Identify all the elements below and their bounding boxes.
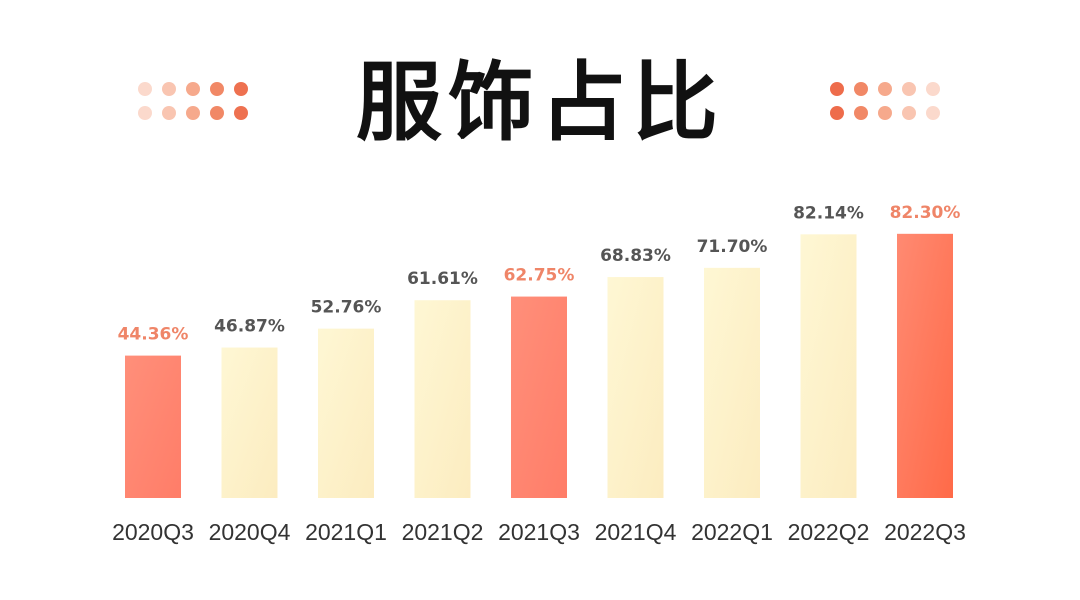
bar-2020Q4 — [221, 347, 278, 498]
x-tick-label-2020Q3: 2020Q3 — [112, 519, 194, 545]
data-label-2022Q2: 82.14% — [793, 203, 864, 223]
decorative-dot-right-1-0 — [830, 106, 844, 120]
decorative-dot-left-0-3 — [210, 82, 224, 96]
decorative-dot-right-1-1 — [854, 106, 868, 120]
x-tick-label-2022Q1: 2022Q1 — [691, 519, 773, 545]
x-tick-label-2021Q2: 2021Q2 — [402, 519, 484, 545]
data-label-2021Q1: 52.76% — [311, 298, 382, 318]
x-tick-label-2021Q4: 2021Q4 — [595, 519, 677, 545]
decorative-dot-left-0-1 — [162, 82, 176, 96]
bar-2021Q2 — [414, 300, 471, 498]
bar-2020Q3 — [125, 355, 181, 498]
decorative-dot-right-0-3 — [902, 82, 916, 96]
decorative-dot-left-0-4 — [234, 82, 248, 96]
data-label-2021Q2: 61.61% — [407, 269, 478, 289]
decorative-dot-right-0-0 — [830, 82, 844, 96]
bar-2022Q2 — [800, 234, 857, 498]
decorative-dot-left-1-1 — [162, 106, 176, 120]
data-label-2022Q3: 82.30% — [890, 203, 961, 223]
decorative-dot-right-1-2 — [878, 106, 892, 120]
x-tick-label-2020Q4: 2020Q4 — [209, 519, 291, 545]
decorative-dots-left — [138, 82, 250, 122]
chart-title: 服饰占比 — [356, 53, 724, 153]
bar-2021Q3 — [511, 296, 567, 498]
data-label-2021Q3: 62.75% — [504, 266, 575, 286]
decorative-dot-right-0-4 — [926, 82, 940, 96]
decorative-dot-left-0-2 — [186, 82, 200, 96]
decorative-dot-left-1-0 — [138, 106, 152, 120]
decorative-dot-left-1-3 — [210, 106, 224, 120]
x-tick-label-2022Q3: 2022Q3 — [884, 519, 966, 545]
bar-2021Q1 — [318, 328, 374, 498]
x-tick-label-2021Q1: 2021Q1 — [305, 519, 387, 545]
x-tick-label-2022Q2: 2022Q2 — [788, 519, 870, 545]
bar-2022Q1 — [704, 267, 760, 498]
decorative-dot-right-1-4 — [926, 106, 940, 120]
decorative-dot-right-0-1 — [854, 82, 868, 96]
data-label-2020Q4: 46.87% — [214, 317, 285, 337]
decorative-dot-right-0-2 — [878, 82, 892, 96]
decorative-dot-left-1-4 — [234, 106, 248, 120]
data-label-2020Q3: 44.36% — [118, 325, 189, 345]
data-label-2022Q1: 71.70% — [697, 237, 768, 257]
bar-2021Q4 — [607, 277, 664, 498]
decorative-dot-left-1-2 — [186, 106, 200, 120]
bar-2022Q3 — [897, 233, 953, 498]
data-label-2021Q4: 68.83% — [600, 246, 671, 266]
decorative-dot-right-1-3 — [902, 106, 916, 120]
x-tick-label-2021Q3: 2021Q3 — [498, 519, 580, 545]
decorative-dot-left-0-0 — [138, 82, 152, 96]
decorative-dots-right — [830, 82, 942, 122]
